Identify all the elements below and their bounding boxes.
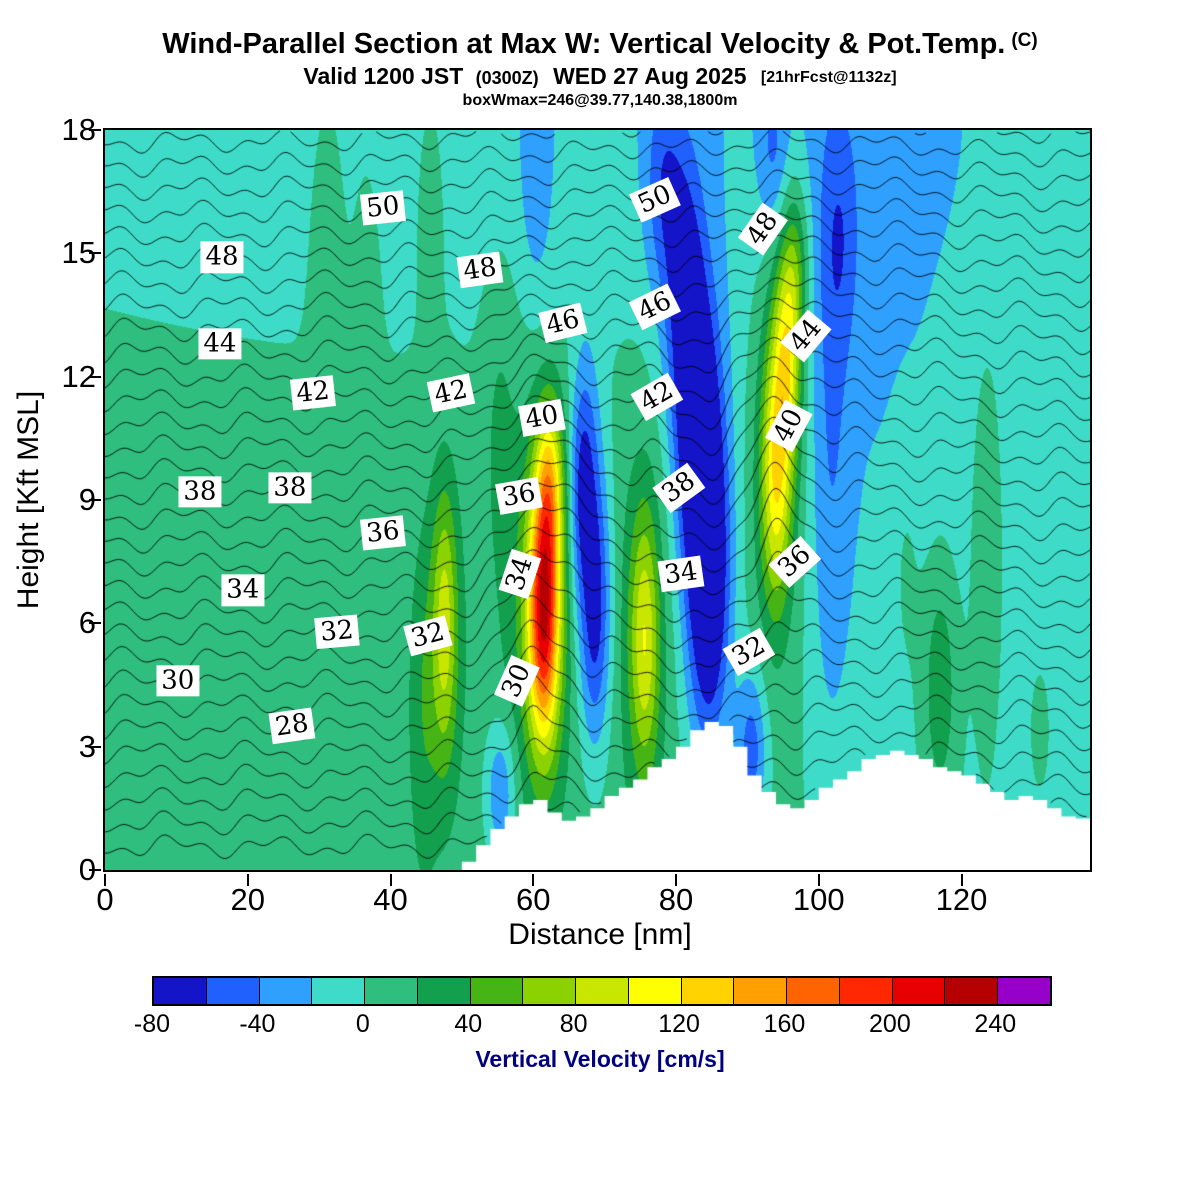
y-axis-tick	[89, 129, 101, 131]
isentrope-label-44: 44	[198, 328, 242, 360]
colorbar-segment	[998, 978, 1051, 1004]
x-axis-tick-label: 120	[935, 882, 988, 917]
colorbar-segment	[312, 978, 366, 1004]
colorbar-tick-label: 240	[974, 1010, 1017, 1038]
isentrope-label-34: 34	[221, 574, 265, 607]
x-axis-tick	[817, 874, 820, 886]
colorbar-segment	[365, 978, 418, 1004]
colorbar-segment	[523, 978, 577, 1004]
x-axis-tick-label: 40	[373, 882, 408, 917]
y-axis-tick-label: 3	[78, 728, 96, 764]
x-axis-tick	[960, 874, 963, 886]
colorbar-segment	[628, 978, 682, 1004]
colorbar-tick-label: 120	[658, 1010, 700, 1038]
wmax-info-line: boxWmax=246@39.77,140.38,1800m	[462, 92, 738, 109]
plot-area: 50 50 48 48 48 46 46 44 44 42 42 42 40 40 38 38 38 36 36 36…	[89, 128, 1092, 886]
colorbar-segment	[681, 978, 735, 1004]
isentrope-label-38: 38	[178, 476, 222, 508]
valid-time-line: Valid 1200 JST (0300Z) WED 27 Aug 2025 […	[0, 63, 1200, 90]
colorbar-segment	[154, 978, 207, 1004]
colorbar-tick-label: 80	[559, 1010, 588, 1038]
x-axis-tick-label: 20	[230, 882, 265, 917]
x-axis-tick	[104, 874, 106, 886]
x-axis-tick	[532, 874, 535, 886]
colorbar-segment	[839, 978, 893, 1004]
isentrope-label-32: 32	[314, 614, 360, 650]
y-axis-tick-label: 6	[78, 605, 96, 641]
valid-prefix: Valid 1200 JST	[303, 63, 464, 89]
y-axis-tick-label: 15	[61, 235, 96, 271]
colorbar-segment	[259, 978, 313, 1004]
colorbar-segment	[206, 978, 260, 1004]
isentrope-label-42: 42	[289, 375, 336, 411]
x-axis-tick	[246, 874, 249, 886]
valid-date: WED 27 Aug 2025	[553, 63, 747, 89]
page-title: Wind-Parallel Section at Max W: Vertical…	[0, 28, 1200, 61]
x-axis-tick	[675, 874, 677, 886]
y-axis-tick-label: 12	[61, 358, 96, 394]
y-axis-tick	[89, 745, 101, 748]
colorbar-tick-label: 40	[454, 1010, 483, 1038]
y-axis-tick	[89, 622, 101, 625]
colorbar-segment	[892, 978, 946, 1004]
y-axis-tick-label: 9	[78, 482, 96, 517]
x-axis-tick	[389, 874, 392, 886]
colorbar-segment	[787, 978, 840, 1004]
isentrope-label-36: 36	[360, 515, 407, 551]
x-axis-tick-label: 80	[658, 882, 694, 917]
x-axis-tick-label: 100	[792, 882, 845, 917]
y-axis-tick	[89, 499, 101, 501]
y-axis-tick	[89, 375, 101, 378]
x-axis-tick-label: 0	[96, 882, 114, 917]
colorbar	[152, 976, 1052, 1006]
valid-utc: (0300Z)	[475, 68, 539, 88]
colorbar-tick-label: 200	[869, 1010, 911, 1038]
colorbar-segment	[576, 978, 629, 1004]
isentrope-label-50: 50	[360, 190, 407, 226]
isentrope-label-28: 28	[268, 707, 316, 745]
isentrope-label-48: 48	[456, 251, 504, 289]
colorbar-tick-label: 160	[763, 1010, 806, 1038]
isentrope-label-48: 48	[200, 241, 244, 274]
x-axis-tick-label: 60	[516, 882, 551, 917]
isentrope-label-38: 38	[268, 472, 312, 504]
title-unit: (C)	[1011, 30, 1038, 51]
colorbar-segment	[417, 978, 471, 1004]
y-axis-tick	[89, 869, 101, 871]
y-axis-tick-label: 18	[61, 112, 96, 147]
x-axis-title: Distance [nm]	[508, 918, 692, 951]
forecast-info: [21hrFcst@1132z]	[760, 69, 897, 86]
isentrope-label-30: 30	[156, 665, 200, 697]
colorbar-title: Vertical Velocity [cm/s]	[475, 1046, 725, 1072]
y-axis-tick-label: 0	[78, 852, 96, 887]
y-axis-tick	[89, 252, 101, 255]
colorbar-segment	[470, 978, 524, 1004]
isentrope-label-34: 34	[657, 555, 705, 593]
colorbar-tick-label: 0	[355, 1010, 370, 1038]
velocity-field-canvas	[105, 130, 1090, 870]
colorbar-segment	[945, 978, 999, 1004]
colorbar-tick-label: -40	[239, 1010, 276, 1038]
colorbar-segment	[734, 978, 788, 1004]
colorbar-tick-label: -80	[133, 1010, 171, 1038]
title-text: Wind-Parallel Section at Max W: Vertical…	[162, 28, 1006, 60]
